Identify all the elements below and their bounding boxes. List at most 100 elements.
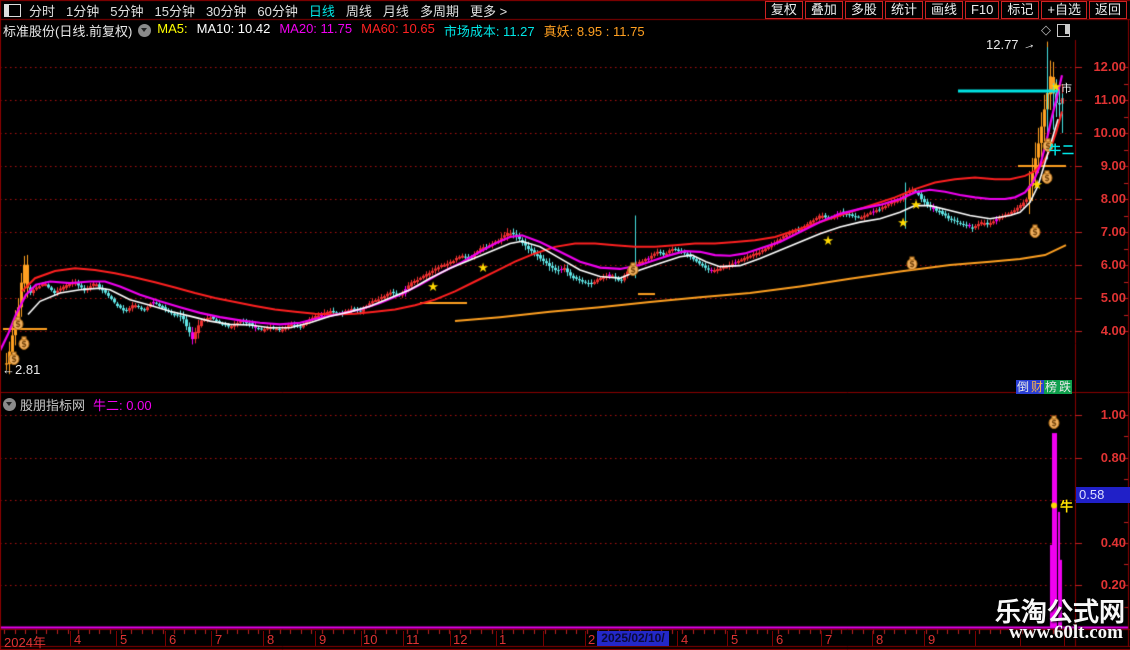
date-axis-separator (585, 631, 586, 646)
date-axis-label: 6 (169, 632, 177, 647)
info-bar: 标准股份(日线.前复权) MA5: MA10: 10.42 MA20: 11.75 M… (0, 21, 1070, 39)
toolbar-button[interactable]: 标记 (1001, 1, 1040, 19)
date-axis-label: 9 (319, 632, 327, 647)
date-axis-label: 12 (453, 632, 468, 647)
chart-corner-icons: ◇ (1041, 22, 1070, 38)
chevron-down-icon[interactable] (3, 397, 16, 411)
sub-axis-label: 0.40 (1100, 534, 1126, 550)
date-axis-separator (211, 631, 212, 646)
period-tab[interactable]: 5分钟 (110, 3, 144, 19)
toolbar-buttons: 复权 叠加 多股 统计 画线 F10 标记 +自选 返回 (764, 1, 1127, 19)
date-axis-separator (263, 631, 264, 646)
period-tab[interactable]: 多周期 (419, 3, 459, 19)
period-tab[interactable]: 周线 (345, 3, 372, 19)
layout-split-icon[interactable] (4, 3, 21, 17)
period-tab[interactable]: 60分钟 (257, 3, 298, 19)
ma-value: MA60: 10.65 (361, 20, 435, 36)
toolbar-button[interactable]: 多股 (844, 1, 883, 19)
ma-value: MA5: (157, 20, 188, 36)
sub-axis-label: 1.00 (1100, 407, 1126, 422)
date-axis-separator (450, 631, 451, 646)
date-axis-separator (116, 631, 117, 646)
panel-layout-icon[interactable] (1057, 23, 1070, 37)
ma-value: MA20: 11.75 (279, 20, 353, 36)
period-tab[interactable]: 更多 > (469, 3, 508, 19)
date-axis-separator (872, 631, 873, 646)
date-axis-label: 4 (681, 632, 689, 647)
date-axis-separator (543, 631, 544, 646)
badge-char: 榜 (1044, 380, 1059, 394)
badge-char: 跌 (1058, 380, 1073, 394)
date-axis-separator (1064, 631, 1065, 646)
period-tab[interactable]: 15分钟 (154, 3, 195, 19)
date-axis-label: 5 (731, 632, 739, 647)
period-tab[interactable]: 日线 (308, 3, 335, 19)
period-tab[interactable]: 分时 (29, 3, 56, 19)
date-axis-label: 4 (74, 632, 82, 647)
rank-badge[interactable]: 倒财榜跌 (1016, 380, 1073, 394)
indicator-value: 牛二: 0.00 (93, 397, 152, 413)
watermark-site-name: 乐淘公式网 (994, 598, 1125, 627)
toolbar-button[interactable]: 叠加 (804, 1, 843, 19)
stock-title[interactable]: 标准股份(日线.前复权) (3, 23, 133, 39)
price-axis-label: 7.00 (1100, 224, 1126, 239)
toolbar-button[interactable]: 统计 (884, 1, 923, 19)
toolbar-button[interactable]: 返回 (1088, 1, 1127, 19)
ma-value: 真妖: 8.95 : 11.75 (543, 23, 645, 39)
toolbar-button[interactable]: 复权 (764, 1, 803, 19)
date-axis-separator (975, 631, 976, 646)
date-axis-label: 9 (928, 632, 936, 647)
date-axis-separator (165, 631, 166, 646)
ma-indicator-values: MA5: MA10: 10.42 MA20: 11.75 MA60: 10.65 市场成… (157, 21, 653, 40)
chevron-down-icon[interactable] (138, 23, 152, 37)
price-axis-label: 5.00 (1100, 290, 1126, 305)
date-axis-separator (361, 631, 362, 646)
indicator-source[interactable]: 股朋指标网 (20, 397, 86, 413)
ma-value: MA10: 10.42 (196, 20, 271, 36)
date-axis-separator (70, 631, 71, 646)
ma-value: 市场成本: 11.27 (443, 23, 535, 39)
period-tab[interactable]: 1分钟 (66, 3, 100, 19)
date-axis-label: 7 (825, 632, 833, 647)
toolbar-button[interactable]: +自选 (1041, 1, 1087, 19)
date-axis-label: 11 (406, 632, 420, 647)
watermark-url: www.60lt.com (1009, 622, 1123, 643)
top-toolbar: 分时 1分钟 5分钟 15分钟 30分钟 60分钟 日线 周线 月线 多周期 更多 > 复权 叠加 多股… (0, 0, 1130, 20)
period-tab[interactable]: 30分钟 (205, 3, 247, 19)
price-axis-label: 4.00 (1100, 323, 1126, 338)
date-axis-label: 5 (120, 632, 128, 647)
badge-char: 倒 (1016, 380, 1031, 394)
cursor-value-box: 0.58 (1076, 487, 1130, 503)
badge-char: 财 (1030, 380, 1045, 394)
price-axis-label: 6.00 (1100, 257, 1126, 272)
period-tabs: 分时 1分钟 5分钟 15分钟 30分钟 60分钟 日线 周线 月线 多周期 更多 > (29, 1, 507, 20)
cost-line-marker: 市 (1061, 83, 1072, 95)
date-axis-separator (315, 631, 316, 646)
date-axis-label: 1 (499, 632, 507, 647)
period-tab[interactable]: 月线 (382, 3, 409, 19)
arrow-icon: → (1020, 35, 1038, 54)
date-axis-label: 2024年 (4, 635, 46, 650)
date-axis-separator (677, 631, 678, 646)
date-axis-label: 2 (588, 632, 596, 647)
toolbar-button[interactable]: 画线 (924, 1, 963, 19)
date-axis-separator (924, 631, 925, 646)
date-axis-label: 7 (215, 632, 223, 647)
price-axis-label: 12.00 (1093, 59, 1126, 74)
toolbar-button[interactable]: F10 (964, 1, 1000, 19)
selected-date[interactable]: 2025/02/10/— (597, 631, 669, 650)
sub-axis-label: 0.80 (1100, 449, 1126, 465)
sub-panel-header: 股朋指标网 牛二: 0.00 (0, 396, 152, 413)
diamond-icon[interactable]: ◇ (1041, 22, 1051, 37)
date-axis-separator (1020, 631, 1021, 646)
niu-signal-char: 牛 (1060, 499, 1074, 514)
price-axis-label: 8.00 (1100, 191, 1126, 206)
date-axis-separator (496, 631, 497, 646)
date-axis-separator (403, 631, 404, 646)
date-axis-label: 6 (776, 632, 784, 647)
high-price-annotation: 12.77 → (986, 35, 1038, 54)
price-axis-label: 11.00 (1094, 92, 1126, 107)
niu-er-signal-label: 牛二 (1049, 143, 1076, 157)
